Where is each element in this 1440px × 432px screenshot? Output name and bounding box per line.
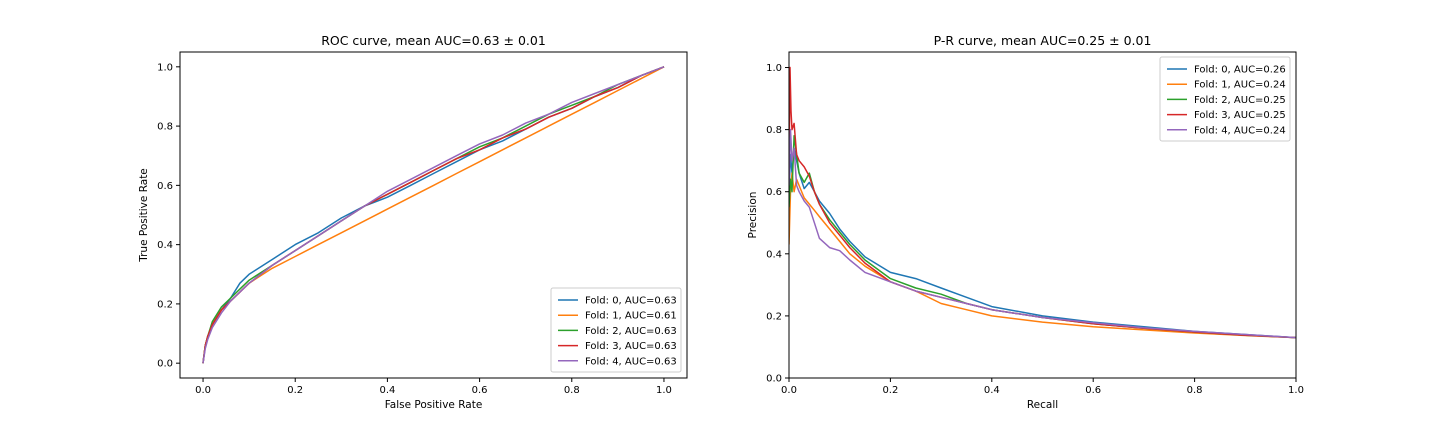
y-tick-label: 0.6 xyxy=(157,181,173,192)
y-tick-label: 0.8 xyxy=(157,122,173,133)
y-tick-label: 0.0 xyxy=(766,374,782,385)
y-tick-label: 0.8 xyxy=(766,125,782,136)
chart-panel-1: P-R curve, mean AUC=0.25 ± 0.01 0.0 0.2 0.4… xyxy=(747,33,1304,411)
legend-label: Fold: 3, AUC=0.63 xyxy=(585,341,677,352)
x-tick-label: 0.4 xyxy=(379,385,395,396)
legend-label: Fold: 3, AUC=0.25 xyxy=(1194,110,1286,121)
axes-frame xyxy=(179,51,688,379)
series-group xyxy=(202,66,665,364)
series-group xyxy=(789,66,1296,339)
legend-box xyxy=(550,287,682,373)
x-tick-label: 0.2 xyxy=(882,385,898,396)
x-tick-label: 0.8 xyxy=(1187,385,1203,396)
y-tick-label: 1.0 xyxy=(157,62,173,73)
y-tick-label: 0.4 xyxy=(157,240,173,251)
legend-label: Fold: 4, AUC=0.63 xyxy=(585,356,677,367)
x-tick-label: 0.4 xyxy=(984,385,1000,396)
legend-box xyxy=(1159,56,1291,142)
y-tick-label: 0.0 xyxy=(157,359,173,370)
series-line-fold-4 xyxy=(789,128,1296,339)
legend-label: Fold: 0, AUC=0.63 xyxy=(585,296,677,307)
x-tick-label: 0.0 xyxy=(781,385,797,396)
series-line-fold-2 xyxy=(789,135,1296,339)
x-tick-label: 1.0 xyxy=(656,385,672,396)
series-line-fold-3 xyxy=(789,66,1296,339)
y-tick-label: 0.6 xyxy=(766,187,782,198)
series-line-fold-3 xyxy=(202,66,665,364)
x-tick-label: 0.6 xyxy=(472,385,488,396)
x-tick-label: 0.2 xyxy=(287,385,303,396)
series-line-fold-1 xyxy=(789,172,1296,339)
y-tick-label: 0.2 xyxy=(766,311,782,322)
y-tick-label: 0.4 xyxy=(766,249,782,260)
chart-panel-0: ROC curve, mean AUC=0.63 ± 0.01 0.0 0.2 0.4… xyxy=(138,33,688,411)
legend-label: Fold: 1, AUC=0.24 xyxy=(1194,80,1286,91)
x-axis-label: Recall xyxy=(1027,399,1058,411)
series-line-fold-4 xyxy=(202,66,665,364)
y-axis-label: Precision xyxy=(747,192,759,239)
legend: Fold: 0, AUC=0.63 Fold: 1, AUC=0.61 Fold: … xyxy=(550,287,682,373)
y-tick-label: 1.0 xyxy=(766,63,782,74)
axes-frame xyxy=(788,51,1297,379)
legend-label: Fold: 4, AUC=0.24 xyxy=(1194,125,1286,136)
chart-title: P-R curve, mean AUC=0.25 ± 0.01 xyxy=(934,33,1152,48)
x-tick-label: 0.0 xyxy=(195,385,211,396)
chart-title: ROC curve, mean AUC=0.63 ± 0.01 xyxy=(321,33,546,48)
y-axis-label: True Positive Rate xyxy=(138,168,150,263)
legend: Fold: 0, AUC=0.26 Fold: 1, AUC=0.24 Fold: … xyxy=(1159,56,1291,142)
x-tick-label: 0.8 xyxy=(564,385,580,396)
legend-label: Fold: 0, AUC=0.26 xyxy=(1194,65,1286,76)
x-tick-label: 1.0 xyxy=(1288,385,1304,396)
series-line-fold-0 xyxy=(789,147,1296,339)
legend-label: Fold: 2, AUC=0.63 xyxy=(585,326,677,337)
x-tick-label: 0.6 xyxy=(1085,385,1101,396)
x-axis-label: False Positive Rate xyxy=(385,399,483,411)
legend-label: Fold: 1, AUC=0.61 xyxy=(585,311,677,322)
legend-label: Fold: 2, AUC=0.25 xyxy=(1194,95,1286,106)
y-tick-label: 0.2 xyxy=(157,299,173,310)
